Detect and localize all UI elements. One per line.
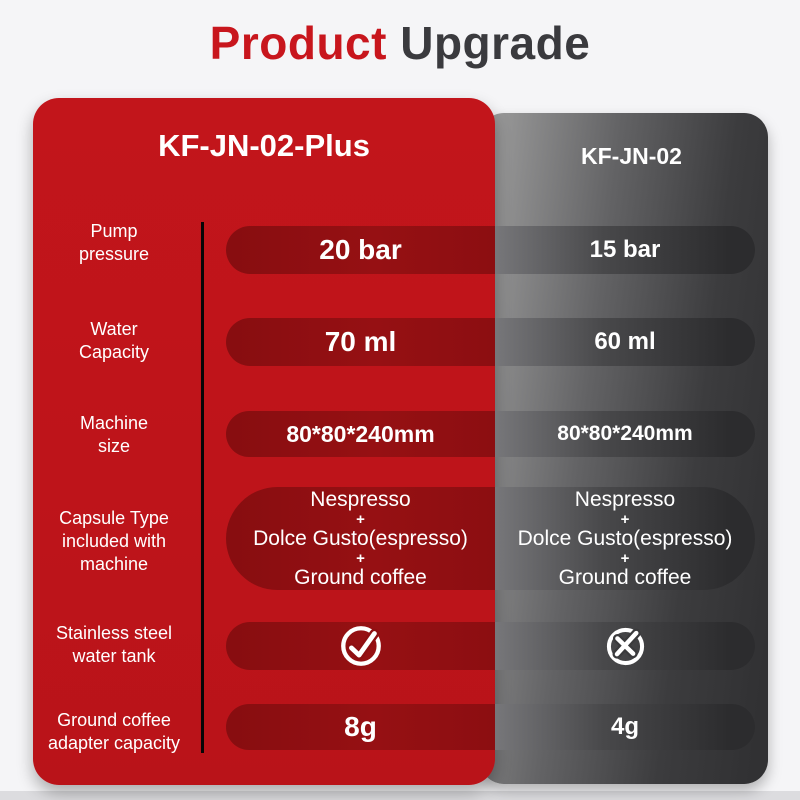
- adapter-capacity-new-value: 8g: [344, 711, 377, 742]
- water-capacity-new-value: 70 ml: [324, 326, 397, 357]
- new-model-header: KF-JN-02-Plus: [158, 128, 370, 163]
- x-circle-icon: [606, 627, 644, 665]
- row-label-adapter-capacity: Ground coffee adapter capacity: [47, 710, 181, 753]
- adapter-capacity-new-cell: 8g: [226, 704, 495, 750]
- capsule-type-value-bar: Nespresso + Dolce Gusto(espresso) + Grou…: [226, 487, 755, 590]
- row-label-water-tank: Stainless steel water tank: [55, 623, 173, 666]
- pump-pressure-value-bar: 20 bar 15 bar: [226, 226, 755, 274]
- water-tank-value-bar: [226, 622, 755, 670]
- adapter-capacity-old-cell: 4g: [495, 704, 755, 750]
- pump-pressure-old-value: 15 bar: [589, 236, 661, 263]
- adapter-capacity-old-value: 4g: [610, 713, 639, 740]
- capsule-old-plus-2: +: [620, 549, 630, 567]
- capsule-new-line-1: Nespresso: [310, 487, 411, 511]
- water-capacity-old-value: 60 ml: [594, 328, 656, 355]
- capsule-type-new-cell: Nespresso + Dolce Gusto(espresso) + Grou…: [226, 487, 495, 590]
- check-circle-icon: [340, 626, 381, 666]
- row-label-pump-pressure: Pump pressure: [78, 221, 150, 264]
- water-capacity-old-cell: 60 ml: [495, 318, 755, 366]
- machine-size-old-value: 80*80*240mm: [557, 422, 693, 445]
- old-model-header: KF-JN-02: [581, 143, 682, 169]
- water-tank-new-cell: [226, 622, 495, 670]
- adapter-capacity-value-bar: 8g 4g: [226, 704, 755, 750]
- machine-size-old-cell: 80*80*240mm: [495, 411, 755, 457]
- label-divider-line: [201, 222, 204, 753]
- capsule-new-plus-1: +: [356, 510, 365, 528]
- title-word-product: Product: [209, 17, 387, 69]
- capsule-old-plus-1: +: [620, 510, 630, 528]
- capsule-new-line-3: Ground coffee: [294, 565, 427, 589]
- title-word-upgrade: Upgrade: [400, 17, 591, 69]
- machine-size-new-cell: 80*80*240mm: [226, 411, 495, 457]
- pump-pressure-new-value: 20 bar: [319, 234, 402, 265]
- capsule-old-line-1: Nespresso: [574, 487, 676, 511]
- water-tank-old-cell: [495, 622, 755, 670]
- water-capacity-new-cell: 70 ml: [226, 318, 495, 366]
- page-title: Product Upgrade: [0, 16, 800, 70]
- row-label-water-capacity: Water Capacity: [78, 319, 150, 362]
- pump-pressure-old-cell: 15 bar: [495, 226, 755, 274]
- row-label-capsule-type: Capsule Type included with machine: [59, 508, 169, 574]
- water-capacity-value-bar: 70 ml 60 ml: [226, 318, 755, 366]
- capsule-old-line-3: Ground coffee: [558, 565, 692, 589]
- pump-pressure-new-cell: 20 bar: [226, 226, 495, 274]
- capsule-old-line-2: Dolce Gusto(espresso): [517, 526, 733, 550]
- capsule-new-line-2: Dolce Gusto(espresso): [253, 526, 468, 550]
- bottom-edge-strip: [0, 791, 800, 800]
- row-label-machine-size: Machine size: [79, 413, 149, 456]
- machine-size-value-bar: 80*80*240mm 80*80*240mm: [226, 411, 755, 457]
- capsule-type-old-cell: Nespresso + Dolce Gusto(espresso) + Grou…: [495, 487, 755, 590]
- capsule-new-plus-2: +: [356, 549, 365, 567]
- machine-size-new-value: 80*80*240mm: [286, 420, 435, 447]
